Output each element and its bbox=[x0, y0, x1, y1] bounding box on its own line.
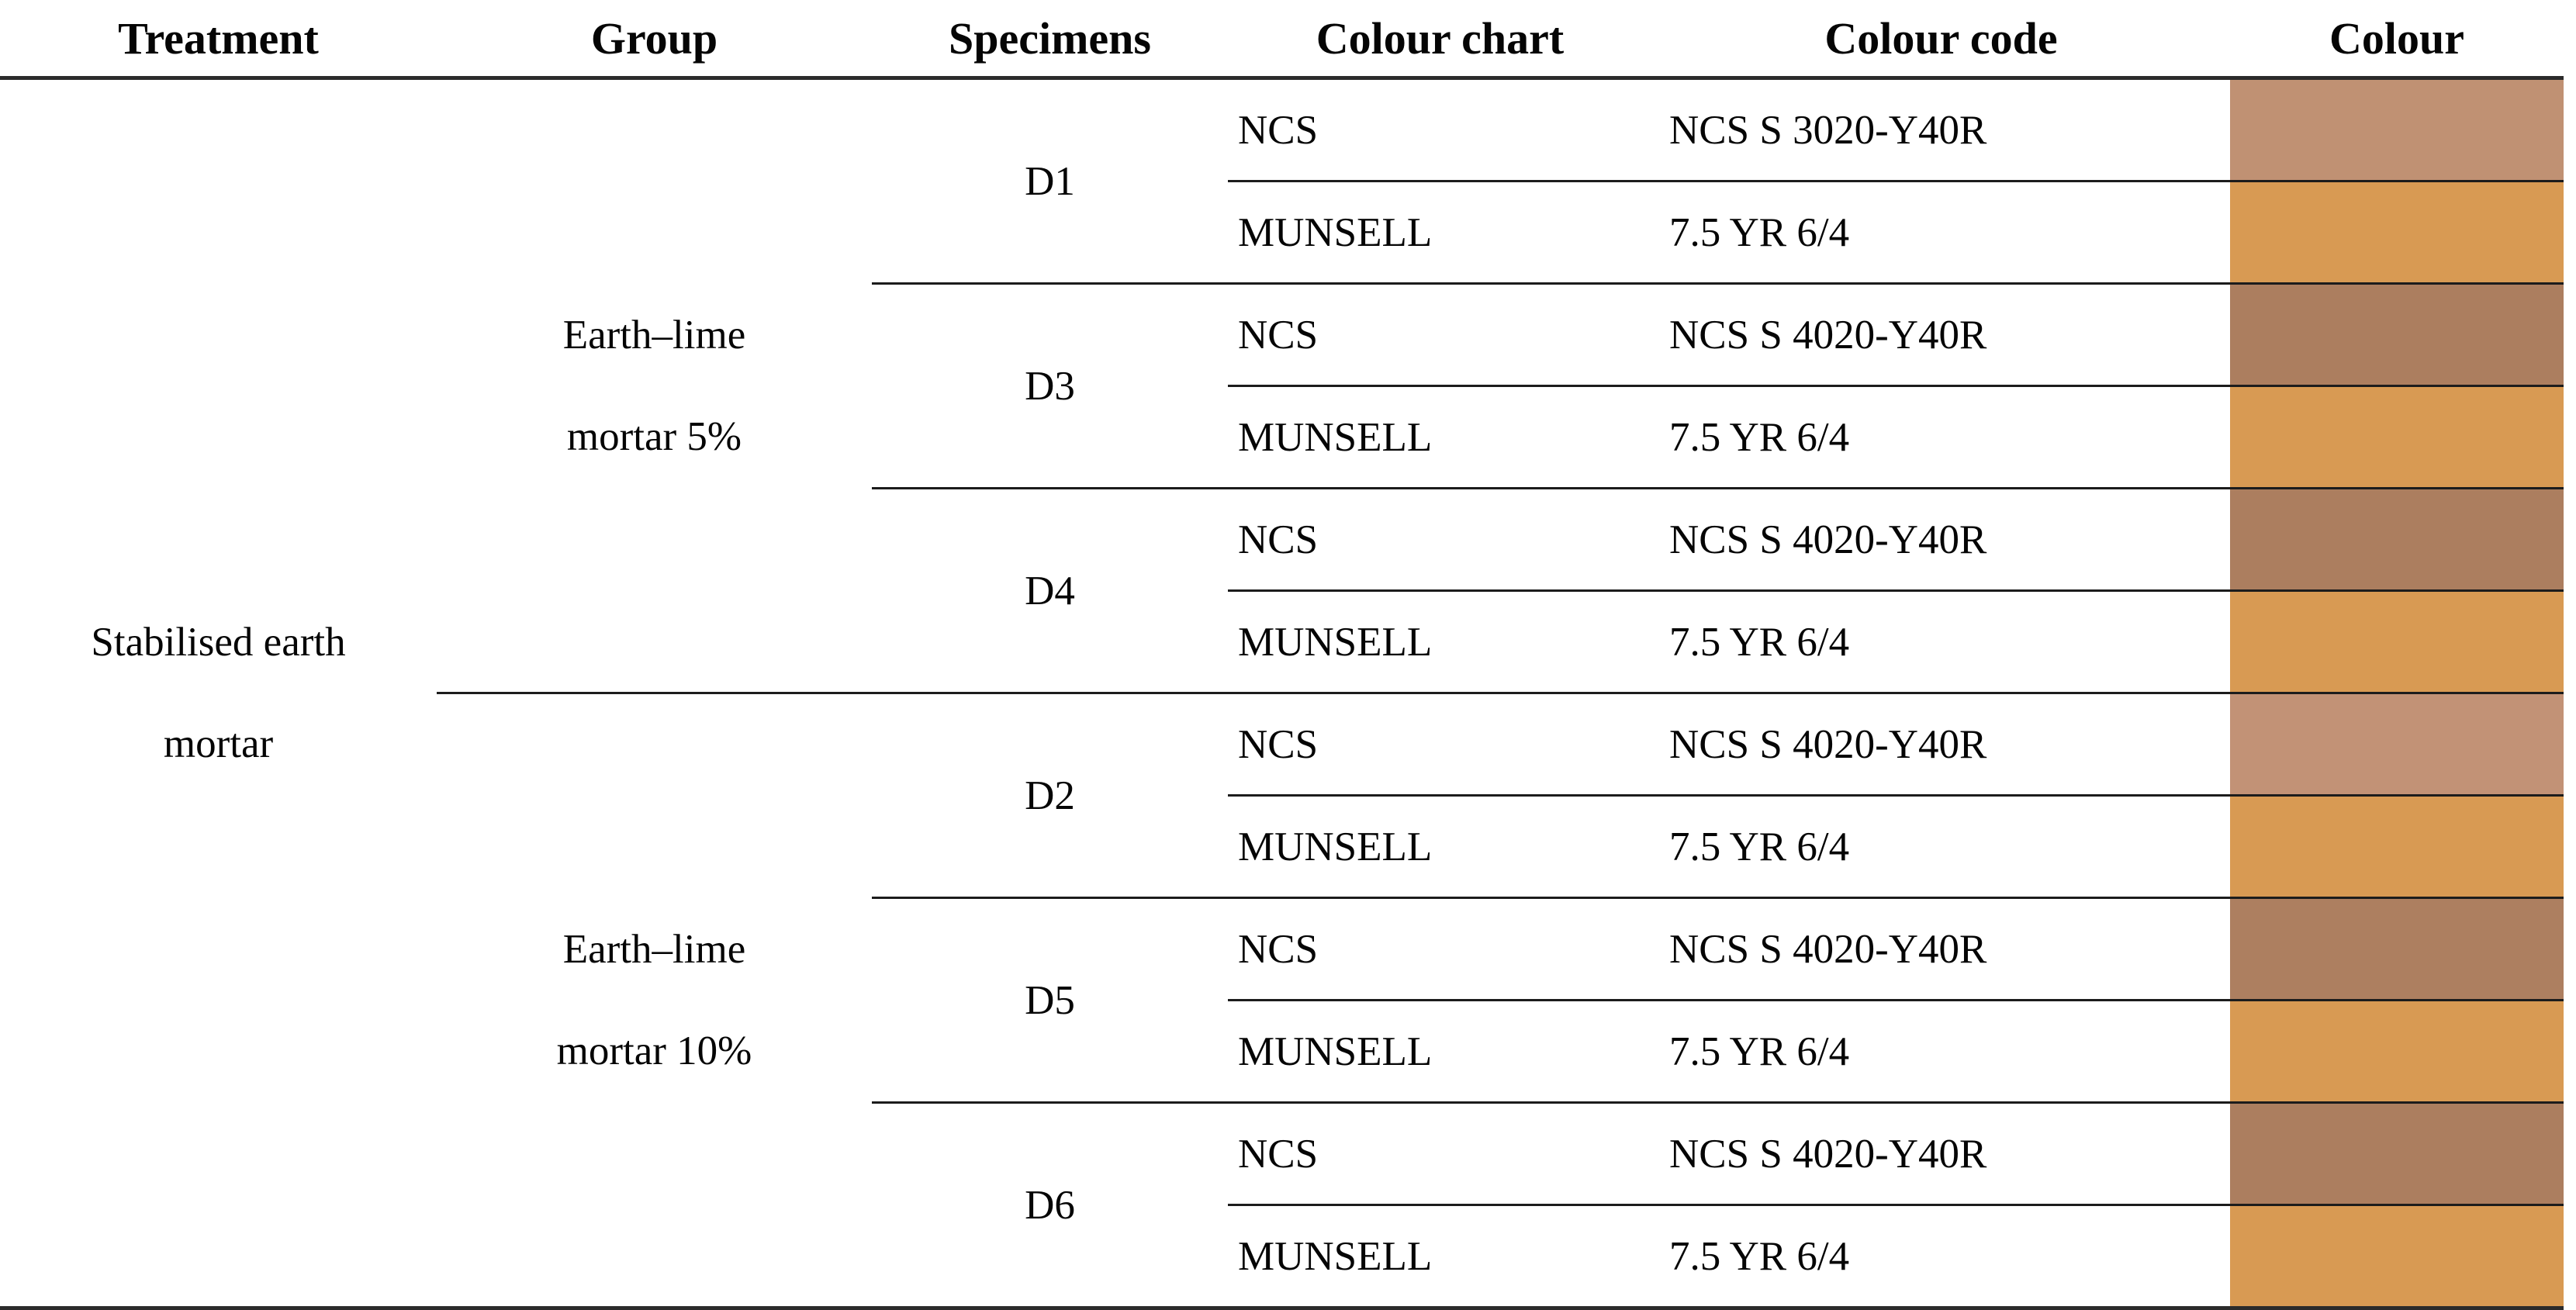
specimen-cell-d3: D3 bbox=[872, 282, 1228, 489]
colour-code-cell: 7.5 YR 6/4 bbox=[1652, 385, 2230, 489]
colour-chart-cell: NCS bbox=[1228, 692, 1652, 796]
header-specimens: Specimens bbox=[872, 0, 1228, 80]
header-treatment: Treatment bbox=[0, 0, 437, 80]
colour-swatch bbox=[2230, 77, 2564, 181]
colour-code-cell: 7.5 YR 6/4 bbox=[1652, 180, 2230, 284]
colour-swatch bbox=[2230, 180, 2564, 284]
header-group: Group bbox=[437, 0, 872, 80]
colour-swatch bbox=[2230, 999, 2564, 1103]
table-row: MUNSELL 7.5 YR 6/4 bbox=[0, 180, 2564, 284]
colour-chart-cell: MUNSELL bbox=[1228, 794, 1652, 898]
header-colour-code: Colour code bbox=[1652, 0, 2230, 80]
colour-code-cell: 7.5 YR 6/4 bbox=[1652, 589, 2230, 693]
colour-chart-cell: MUNSELL bbox=[1228, 1204, 1652, 1308]
colour-code-cell: NCS S 3020-Y40R bbox=[1652, 77, 2230, 181]
colour-chart-cell: MUNSELL bbox=[1228, 385, 1652, 489]
specimen-cell-d4: D4 bbox=[872, 487, 1228, 693]
colour-chart-cell: MUNSELL bbox=[1228, 589, 1652, 693]
colour-chart-cell: NCS bbox=[1228, 77, 1652, 181]
header-row: Treatment Group Specimens Colour chart C… bbox=[0, 0, 2564, 80]
group-label: Earth–lime mortar 5% bbox=[562, 312, 746, 459]
colour-swatch bbox=[2230, 1101, 2564, 1205]
colour-swatch bbox=[2230, 897, 2564, 1001]
group-cell-10pct: Earth–lime mortar 10% bbox=[437, 692, 872, 1308]
colour-chart-cell: MUNSELL bbox=[1228, 999, 1652, 1103]
colour-code-cell: NCS S 4020-Y40R bbox=[1652, 897, 2230, 1001]
colour-swatch bbox=[2230, 1204, 2564, 1308]
colour-swatch bbox=[2230, 385, 2564, 489]
table-row: MUNSELL 7.5 YR 6/4 bbox=[0, 589, 2564, 693]
group-label: Earth–lime mortar 10% bbox=[556, 926, 752, 1073]
colour-code-cell: NCS S 4020-Y40R bbox=[1652, 692, 2230, 796]
table-row: MUNSELL 7.5 YR 6/4 bbox=[0, 385, 2564, 489]
colour-code-cell: NCS S 4020-Y40R bbox=[1652, 1101, 2230, 1205]
table-row: D5 NCS NCS S 4020-Y40R bbox=[0, 897, 2564, 1103]
colour-chart-cell: NCS bbox=[1228, 282, 1652, 386]
colour-swatch bbox=[2230, 692, 2564, 796]
table-row: Stabilised earth mortar Earth–lime morta… bbox=[0, 77, 2564, 1308]
table-row: D6 NCS NCS S 4020-Y40R bbox=[0, 1101, 2564, 1308]
colour-swatch bbox=[2230, 794, 2564, 898]
table-row: MUNSELL 7.5 YR 6/4 bbox=[0, 794, 2564, 898]
colour-swatch bbox=[2230, 487, 2564, 591]
specimen-cell-d6: D6 bbox=[872, 1101, 1228, 1308]
colour-chart-cell: NCS bbox=[1228, 897, 1652, 1001]
colour-code-cell: 7.5 YR 6/4 bbox=[1652, 1204, 2230, 1308]
specimen-cell-d5: D5 bbox=[872, 897, 1228, 1103]
colour-code-cell: 7.5 YR 6/4 bbox=[1652, 999, 2230, 1103]
colour-code-cell: NCS S 4020-Y40R bbox=[1652, 487, 2230, 591]
header-colour: Colour bbox=[2230, 0, 2564, 80]
table-row: MUNSELL 7.5 YR 6/4 bbox=[0, 999, 2564, 1103]
table-row: Earth–lime mortar 10% D2 NCS NCS S 4020-… bbox=[0, 692, 2564, 1308]
group-cell-5pct: Earth–lime mortar 5% bbox=[437, 77, 872, 693]
specimen-cell-d1: D1 bbox=[872, 77, 1228, 284]
header-colour-chart: Colour chart bbox=[1228, 0, 1652, 80]
colour-chart-cell: MUNSELL bbox=[1228, 180, 1652, 284]
colour-code-cell: 7.5 YR 6/4 bbox=[1652, 794, 2230, 898]
colour-code-cell: NCS S 4020-Y40R bbox=[1652, 282, 2230, 386]
table-row: D4 NCS NCS S 4020-Y40R bbox=[0, 487, 2564, 693]
colour-swatch bbox=[2230, 282, 2564, 386]
colour-swatch bbox=[2230, 589, 2564, 693]
table-row: MUNSELL 7.5 YR 6/4 bbox=[0, 1204, 2564, 1308]
treatment-cell: Stabilised earth mortar bbox=[0, 77, 437, 1308]
table-row: D3 NCS NCS S 4020-Y40R bbox=[0, 282, 2564, 489]
colour-chart-cell: NCS bbox=[1228, 1101, 1652, 1205]
specimen-cell-d2: D2 bbox=[872, 692, 1228, 898]
treatment-label: Stabilised earth mortar bbox=[91, 619, 346, 766]
colour-chart-cell: NCS bbox=[1228, 487, 1652, 591]
